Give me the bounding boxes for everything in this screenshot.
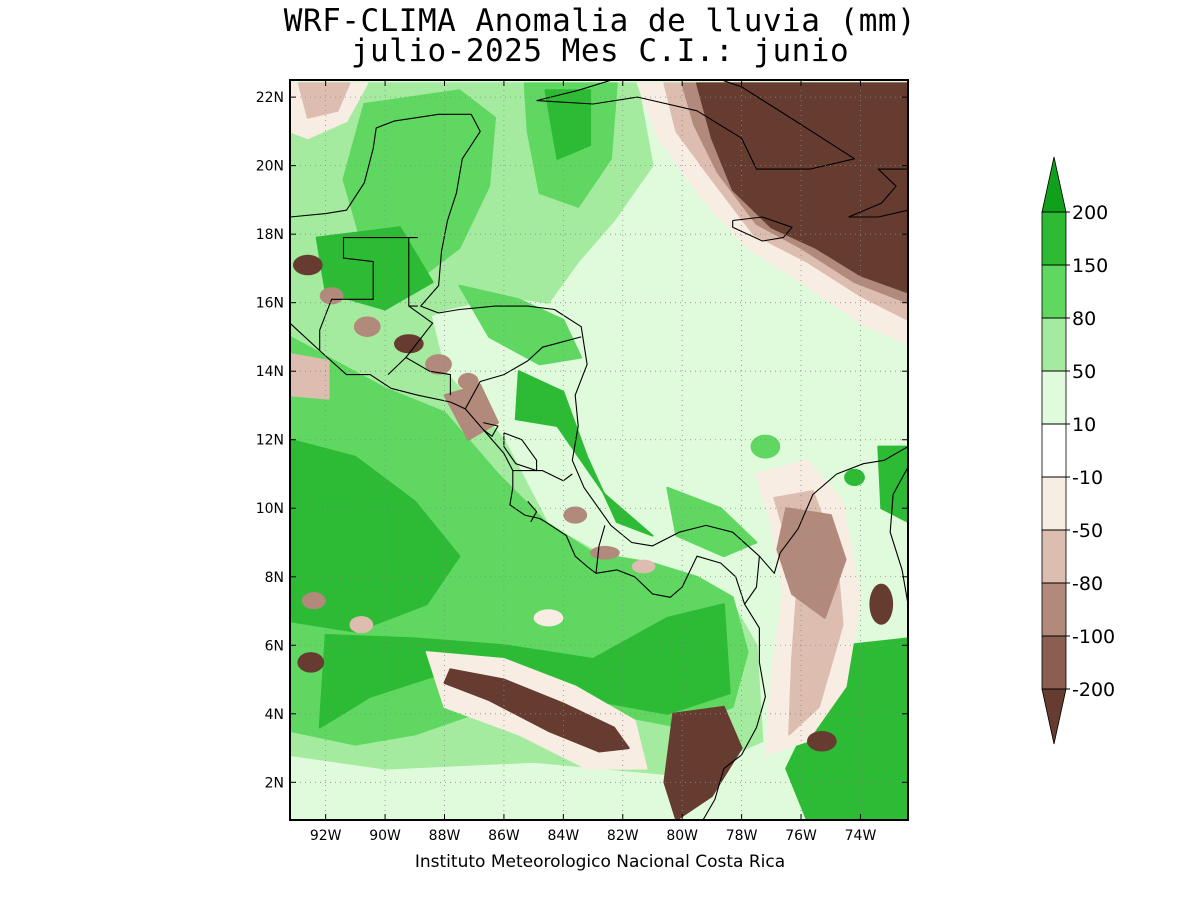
anomaly-spot <box>292 254 323 276</box>
anomaly-spot <box>750 434 781 459</box>
lon-tick-label: 88W <box>429 828 461 844</box>
border-honduras-nicaragua <box>464 336 582 410</box>
colorbar-level-label: 80 <box>1072 308 1096 330</box>
lat-tick-label: 2N <box>265 775 284 791</box>
coastline-gulf-nicoya <box>527 501 538 523</box>
anomaly-spot <box>631 559 656 574</box>
anomaly-spot <box>844 468 865 486</box>
lat-tick-label: 20N <box>256 159 284 175</box>
border-costarica-panama <box>595 525 606 574</box>
lat-tick-label: 4N <box>265 707 284 723</box>
lat-tick-label: 8N <box>265 570 284 586</box>
map-frame <box>289 79 909 821</box>
wet-80-150-caribbean-south <box>666 486 758 558</box>
wet-150-200-pacific-west <box>290 438 461 633</box>
coastline-cuba <box>536 80 856 170</box>
axis-ticks: 92W 90W 88W 86W 84W 82W 80W 78W 76W 74W 2N 4N 6N 8N 10… <box>256 80 908 844</box>
anomaly-spot <box>457 372 479 391</box>
map-subtitle: julio-2025 Mes C.I.: junio <box>350 33 850 69</box>
lon-tick-label: 80W <box>666 828 698 844</box>
anomaly-spot <box>319 287 344 305</box>
anomaly-spot <box>297 652 325 673</box>
colorbar-band <box>1041 635 1067 690</box>
wet-150-200-venezuela <box>877 445 908 523</box>
lon-tick-label: 92W <box>310 828 342 844</box>
coastline-lake-nicaragua <box>503 432 538 472</box>
lon-tick-label: 82W <box>607 828 639 844</box>
lat-tick-label: 22N <box>256 90 284 106</box>
border-nicaragua-costarica <box>512 470 573 482</box>
colorbar-level-label: 150 <box>1072 255 1108 277</box>
lat-tick-label: 10N <box>256 501 284 517</box>
colorbar-band <box>1041 476 1067 531</box>
colorbar-level-label: -10 <box>1072 467 1103 489</box>
colorbar-band <box>1041 317 1067 372</box>
colorbar-level-label: -200 <box>1072 679 1115 701</box>
lat-tick-label: 12N <box>256 433 284 449</box>
border-guatemala-honduras <box>387 305 434 375</box>
dry-50-80-guatemala-pacific <box>290 353 330 400</box>
border-colombia-venezuela <box>889 466 908 605</box>
colorbar-level-label: 200 <box>1072 202 1108 224</box>
wet-150-200-caribbean-north <box>544 89 592 160</box>
anomaly-spot <box>349 616 374 634</box>
wet-150-200-pacific-south <box>318 603 731 729</box>
colorbar-band <box>1041 529 1067 584</box>
anomaly-spot <box>425 354 452 375</box>
anomaly-spot <box>393 334 424 354</box>
anomaly-field <box>290 80 908 820</box>
anomaly-spot <box>806 730 837 752</box>
dry-region <box>443 668 630 753</box>
colorbar-arrow-bottom <box>1041 688 1067 745</box>
colorbar-level-label: -80 <box>1072 573 1103 595</box>
lat-lon-grid <box>290 80 908 820</box>
coastline-hispaniola <box>848 168 908 218</box>
anomaly-spot <box>563 506 588 524</box>
colorbar-arrow-top <box>1041 156 1067 213</box>
colorbar-level-label: -100 <box>1072 626 1115 648</box>
coastline-mainland-caribbean <box>290 113 908 574</box>
map-title: WRF-CLIMA Anomalia de lluvia (mm) <box>283 3 917 39</box>
colorbar: 200 150 80 50 10 -10 -50 -80 -100 -200 <box>1041 156 1115 745</box>
coastline-jamaica <box>732 216 793 242</box>
anomaly-spot <box>301 592 326 610</box>
lon-tick-label: 76W <box>785 828 817 844</box>
colorbar-band <box>1041 264 1067 319</box>
colorbar-level-label: 50 <box>1072 361 1096 383</box>
credit-text: Instituto Meteorologico Nacional Costa R… <box>414 852 786 872</box>
coastline-lake-managua <box>482 422 499 437</box>
coastline-mainland-pacific <box>290 322 766 820</box>
anomaly-spot <box>590 545 620 560</box>
colorbar-band <box>1041 370 1067 425</box>
anomaly-spot <box>705 754 730 776</box>
lon-tick-label: 78W <box>726 828 758 844</box>
dry-region <box>663 705 743 820</box>
anomaly-spot <box>533 609 564 627</box>
coastlines <box>290 80 908 820</box>
lon-tick-label: 86W <box>488 828 520 844</box>
border-panama-colombia <box>744 556 760 605</box>
lon-tick-label: 74W <box>845 828 877 844</box>
colorbar-band <box>1041 582 1067 637</box>
border-honduras-elsalvador <box>405 357 451 396</box>
dry-region <box>776 507 847 619</box>
lat-tick-label: 6N <box>265 638 284 654</box>
dry-50-80-nw <box>297 82 351 119</box>
lon-tick-label: 90W <box>369 828 401 844</box>
lat-tick-label: 18N <box>256 227 284 243</box>
dry-region <box>696 82 908 294</box>
lon-tick-label: 84W <box>548 828 580 844</box>
anomaly-spot <box>353 316 381 337</box>
anomaly-spot <box>869 583 894 625</box>
lat-tick-label: 14N <box>256 364 284 380</box>
colorbar-band <box>1041 211 1067 266</box>
wet-150-200-nicaragua <box>514 370 654 537</box>
colorbar-level-label: 10 <box>1072 414 1096 436</box>
colorbar-level-label: -50 <box>1072 520 1103 542</box>
lat-tick-label: 16N <box>256 296 284 312</box>
colorbar-band <box>1041 423 1067 478</box>
border-mexico-guatemala <box>319 237 418 351</box>
